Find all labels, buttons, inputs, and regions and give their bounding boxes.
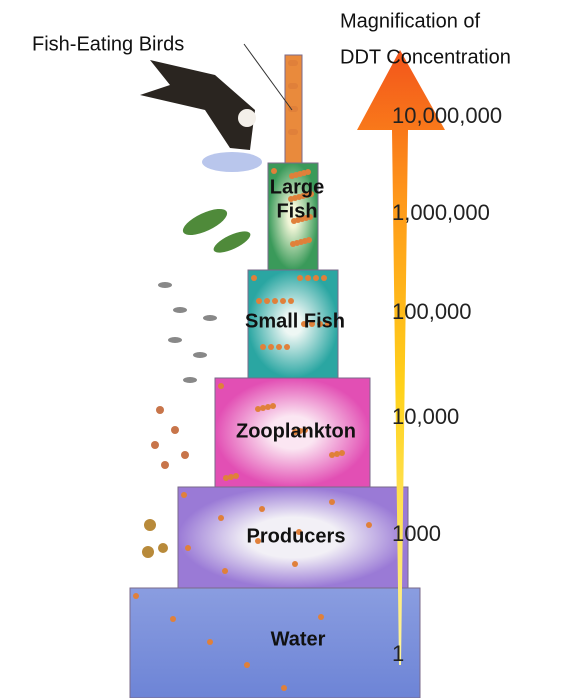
ddt-dot [288, 83, 294, 89]
pyramid [130, 55, 420, 698]
ddt-dot [291, 60, 297, 66]
level-label: Water [271, 628, 326, 650]
ddt-dot [276, 344, 282, 350]
ddt-dot [272, 298, 278, 304]
ddt-dot [265, 404, 271, 410]
magnification-value: 10,000 [392, 404, 459, 429]
magnification-value: 10,000,000 [392, 103, 502, 128]
ddt-dot [329, 499, 335, 505]
ddt-dot [321, 275, 327, 281]
ddt-dot [218, 383, 224, 389]
ddt-dot [305, 275, 311, 281]
ddt-dot [244, 662, 250, 668]
ddt-dot [268, 344, 274, 350]
level-label: Fish [276, 200, 317, 222]
level-label: Large [270, 176, 324, 198]
ddt-dot [280, 298, 286, 304]
ddt-dot [290, 241, 296, 247]
ddt-dot [223, 475, 229, 481]
ddt-dot [297, 275, 303, 281]
ddt-dot [313, 275, 319, 281]
ddt-dot [218, 515, 224, 521]
ddt-dot [281, 685, 287, 691]
ddt-dot [170, 616, 176, 622]
ddt-dot [271, 168, 277, 174]
ddt-dot [256, 298, 262, 304]
level-label: Fish-Eating Birds [32, 33, 184, 55]
ddt-dot [318, 614, 324, 620]
ddt-dot [260, 344, 266, 350]
diagram: Magnification of DDT Concentration Water… [0, 0, 579, 698]
magnification-value: 1,000,000 [392, 200, 490, 225]
level-label: Zooplankton [236, 420, 356, 442]
ddt-dot [329, 452, 335, 458]
ddt-dot [222, 568, 228, 574]
ddt-dot [228, 474, 234, 480]
ddt-dot [292, 106, 298, 112]
ddt-dot [260, 405, 266, 411]
title-line: DDT Concentration [340, 46, 511, 68]
ddt-dot [251, 275, 257, 281]
ddt-dot [185, 545, 191, 551]
level-label: Small Fish [245, 310, 345, 332]
title-line: Magnification of [340, 10, 481, 32]
ddt-dot [207, 639, 213, 645]
ddt-dot [264, 298, 270, 304]
ddt-dot [255, 406, 261, 412]
ddt-dot [289, 129, 295, 135]
ddt-dot [233, 473, 239, 479]
magnification-value: 100,000 [392, 299, 472, 324]
level-label: Producers [247, 525, 346, 547]
ddt-dot [284, 344, 290, 350]
bird-illustration [140, 60, 262, 172]
magnification-value: 1 [392, 641, 404, 666]
ddt-dot [181, 492, 187, 498]
ddt-dot [334, 451, 340, 457]
ddt-dot [133, 593, 139, 599]
ddt-dot [288, 298, 294, 304]
ddt-dot [339, 450, 345, 456]
ddt-dot [270, 403, 276, 409]
ddt-dot [366, 522, 372, 528]
magnification-value: 1000 [392, 521, 441, 546]
ddt-dot [259, 506, 265, 512]
ddt-dot [292, 561, 298, 567]
